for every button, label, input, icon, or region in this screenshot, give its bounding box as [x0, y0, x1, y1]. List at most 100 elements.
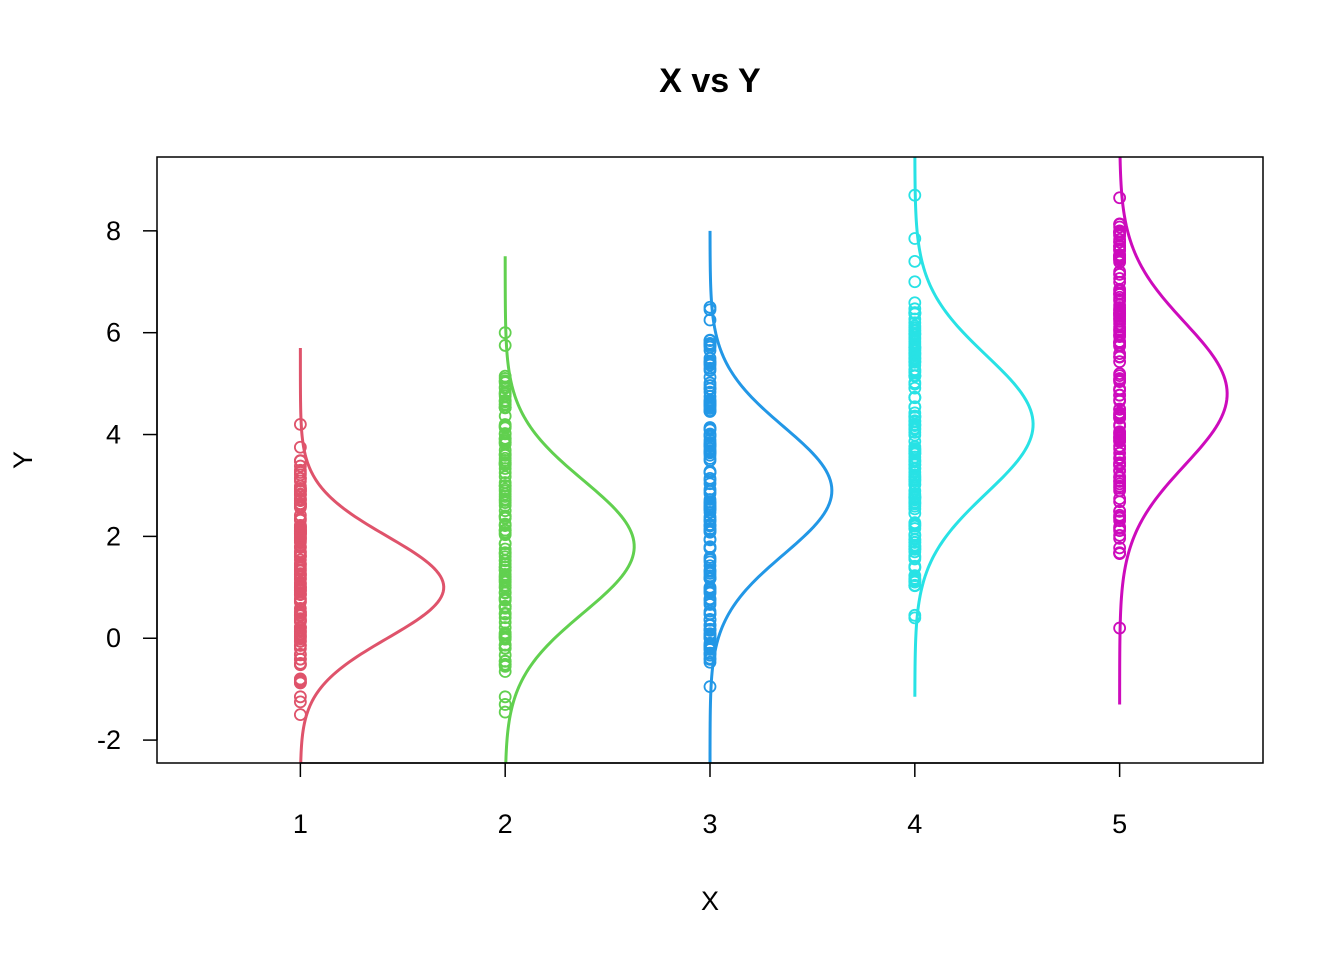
data-point [703, 430, 717, 443]
data-point [703, 482, 717, 496]
data-point [908, 376, 922, 389]
data-point [1113, 475, 1127, 488]
data-point [1113, 388, 1127, 402]
plot-area [293, 157, 1229, 763]
data-point [1113, 224, 1127, 238]
data-point [1113, 294, 1127, 308]
data-point [293, 492, 307, 506]
series-3 [703, 230, 834, 763]
data-point [1113, 373, 1127, 386]
data-point [498, 563, 512, 577]
data-point [498, 476, 512, 489]
data-point [908, 355, 922, 369]
data-point [703, 518, 717, 531]
data-point [908, 496, 922, 510]
data-point [498, 698, 512, 711]
data-point [703, 337, 717, 351]
data-point [293, 676, 307, 690]
data-point [293, 485, 307, 498]
data-point [1113, 369, 1127, 382]
x-tick-label: 4 [907, 809, 922, 839]
data-point [908, 579, 922, 593]
data-point [908, 535, 922, 549]
data-point [908, 391, 922, 405]
data-point [1113, 524, 1127, 537]
data-point [703, 343, 717, 357]
data-point [703, 532, 717, 546]
x-tick-label: 2 [498, 809, 513, 839]
data-point [498, 591, 512, 605]
data-point [703, 357, 717, 370]
data-point [1113, 426, 1127, 440]
data-point [703, 613, 717, 626]
data-point [498, 690, 512, 704]
data-point [908, 323, 922, 337]
data-point [908, 400, 922, 414]
y-axis-label: Y [8, 451, 38, 469]
data-point [293, 468, 307, 482]
data-point [293, 648, 307, 662]
y-tick-label: 4 [106, 420, 121, 450]
data-point [1113, 290, 1127, 304]
data-point [1113, 250, 1127, 264]
data-point [703, 394, 717, 408]
data-point [498, 569, 512, 583]
data-point [1113, 442, 1127, 456]
x-axis: 1 2 3 4 5 [293, 762, 1127, 839]
data-point [703, 555, 717, 569]
data-point [703, 464, 717, 478]
data-point [1113, 457, 1127, 471]
data-point [498, 586, 512, 600]
data-point [703, 502, 717, 516]
data-point [293, 553, 307, 567]
data-point [293, 530, 307, 544]
data-point [1113, 495, 1127, 509]
x-tick-label: 3 [702, 809, 717, 839]
data-point [498, 420, 512, 433]
data-point [498, 648, 512, 662]
density-curve [298, 347, 446, 763]
data-point [908, 550, 922, 564]
y-tick-label: -2 [97, 725, 121, 755]
data-point [908, 363, 922, 376]
data-point [703, 402, 717, 415]
data-point [498, 641, 512, 655]
y-tick-label: 6 [106, 318, 121, 348]
data-point [703, 564, 717, 578]
series-4 [908, 157, 1035, 697]
data-point [908, 475, 922, 489]
series-5 [1113, 157, 1229, 705]
data-point [908, 341, 922, 355]
data-point [498, 523, 512, 537]
data-point [908, 559, 922, 573]
data-point [703, 523, 717, 536]
data-point [293, 550, 307, 563]
data-point [498, 527, 512, 540]
data-point [293, 578, 307, 592]
data-point [1113, 541, 1127, 555]
data-point [498, 615, 512, 629]
data-point [293, 524, 307, 537]
data-point [498, 432, 512, 446]
data-point [1113, 320, 1127, 334]
data-point [703, 390, 717, 403]
data-point [293, 625, 307, 638]
data-point [908, 302, 922, 316]
data-point [703, 446, 717, 460]
data-point [1113, 546, 1127, 560]
data-point [703, 452, 717, 465]
data-point [1113, 451, 1127, 464]
data-point [498, 517, 512, 531]
data-point [498, 456, 512, 469]
data-point [498, 400, 512, 414]
density-curve [503, 256, 636, 763]
data-point [293, 499, 307, 513]
data-point [703, 421, 717, 434]
data-point [908, 499, 922, 513]
x-tick-label: 5 [1112, 809, 1127, 839]
data-point [498, 547, 512, 561]
data-point [293, 459, 307, 473]
data-point [293, 695, 307, 709]
data-point [1113, 191, 1127, 205]
